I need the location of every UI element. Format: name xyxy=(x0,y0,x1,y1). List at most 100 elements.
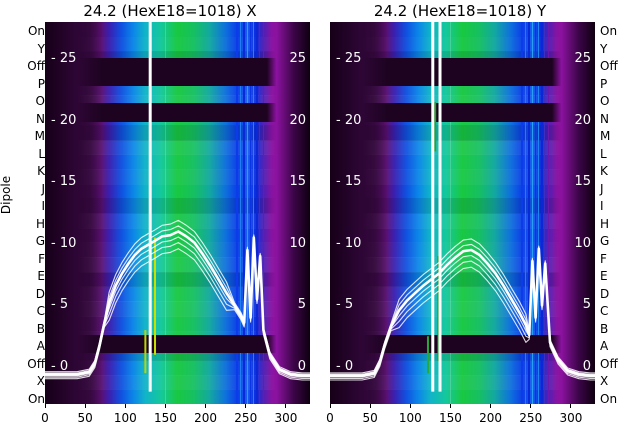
heatmap-stripe xyxy=(252,22,254,404)
y-letter-label: A xyxy=(600,339,609,354)
x-tick-label: 0 xyxy=(41,411,49,425)
y-letter-label: F xyxy=(38,251,45,266)
trace-layer xyxy=(45,22,310,392)
y-inner-tick-left: - 5 xyxy=(51,297,69,313)
x-tick-mark xyxy=(164,404,166,408)
y-letter-label: C xyxy=(36,304,45,319)
heatmap-left-edge xyxy=(330,22,388,404)
y-inner-tick-left: - 0 xyxy=(51,359,69,375)
y-letter-label: H xyxy=(35,216,45,231)
y-letter-label: X xyxy=(600,374,609,389)
panel-title-y: 24.2 (HexE18=1018) Y xyxy=(373,2,547,20)
x-tick: 50 xyxy=(350,404,390,425)
y-inner-tick-right: 25 xyxy=(289,50,306,66)
heatmap-stripe xyxy=(531,22,533,404)
panel-x[interactable]: - 0 0 - 5 5 - 10 10 - 15 15 - 20 20 - 25 25 xyxy=(45,22,310,404)
y-inner-tick-right: 0 xyxy=(582,359,591,375)
y-letter-label: P xyxy=(37,76,45,91)
y-letter-label: F xyxy=(600,251,607,266)
y-inner-tick-right: 25 xyxy=(574,50,591,66)
x-tick: 0 xyxy=(25,404,65,425)
heatmap-stripe xyxy=(249,22,252,404)
heatmap-stripe xyxy=(537,22,539,404)
y-inner-tick-right: 15 xyxy=(574,174,591,190)
heatmap-stripe xyxy=(259,22,261,404)
y-letter-label: Off xyxy=(27,59,45,74)
y-inner-tick-left: - 15 xyxy=(51,174,77,190)
y-letter-label: K xyxy=(37,164,45,179)
heatmap-stripe xyxy=(164,22,166,404)
y-letter-label: On xyxy=(600,24,618,38)
x-tick-mark xyxy=(409,404,411,408)
x-tick: 200 xyxy=(186,404,226,425)
trace-line xyxy=(45,241,310,381)
x-tick: 200 xyxy=(471,404,511,425)
heatmap-stripe xyxy=(547,22,550,404)
y-letter-label: G xyxy=(600,234,610,249)
x-tick-label: 100 xyxy=(113,411,137,425)
y-letter-label: D xyxy=(600,286,610,301)
y-letter-label: Off xyxy=(600,356,618,371)
heatmap-dark-band xyxy=(45,334,310,354)
heatmap-stripe xyxy=(262,22,265,404)
y-inner-tick-left: - 20 xyxy=(336,112,362,128)
x-tick-mark xyxy=(530,404,532,408)
y-letter-label: P xyxy=(600,76,608,91)
x-tick-mark xyxy=(285,404,287,408)
x-tick-label: 300 xyxy=(559,411,583,425)
x-axis-right: 0 50 100 150 200 250 300 xyxy=(326,404,595,438)
heatmap-stripe xyxy=(521,22,523,404)
y-inner-tick-left: - 10 xyxy=(51,235,77,251)
y-inner-tick-left: - 25 xyxy=(51,50,77,66)
y-letter-label: X xyxy=(36,374,45,389)
y-inner-tick-right: 5 xyxy=(582,297,591,313)
y-axis-letters-left: On Y Off P O N M L K J I H G F E D C B A Off X On xyxy=(5,22,45,406)
y-letter-label: On xyxy=(27,392,45,406)
y-inner-tick-left: - 15 xyxy=(336,174,362,190)
y-letter-label: I xyxy=(41,199,45,214)
trace-line xyxy=(330,252,595,381)
y-inner-tick-left: - 0 xyxy=(336,359,354,375)
y-letter-label: K xyxy=(600,164,608,179)
x-tick-mark xyxy=(245,404,247,408)
x-tick-label: 50 xyxy=(362,411,378,425)
y-letter-label: J xyxy=(41,181,45,196)
y-letter-label: Off xyxy=(600,59,618,74)
y-letter-label: J xyxy=(600,181,604,196)
x-tick: 0 xyxy=(310,404,350,425)
x-tick-label: 150 xyxy=(439,411,462,425)
y-letter-label: Y xyxy=(600,41,608,56)
y-inner-tick-right: 0 xyxy=(297,359,306,375)
y-inner-tick-right: 5 xyxy=(297,297,306,313)
y-letter-label: A xyxy=(36,339,45,354)
y-letter-label: D xyxy=(35,286,45,301)
trace-line xyxy=(45,239,310,379)
plot-area-x[interactable]: - 0 0 - 5 5 - 10 10 - 15 15 - 20 20 - 25 25 xyxy=(45,22,310,404)
y-inner-tick-left: - 10 xyxy=(336,235,362,251)
plot-area-y[interactable]: - 0 0 - 5 5 - 10 10 - 15 15 - 20 20 - 25 25 xyxy=(330,22,595,404)
x-tick-label: 200 xyxy=(194,411,218,425)
y-letter-label: M xyxy=(34,129,45,144)
y-letter-label: H xyxy=(600,216,610,231)
x-tick-mark xyxy=(329,404,331,408)
panel-y[interactable]: - 0 0 - 5 5 - 10 10 - 15 15 - 20 20 - 25 25 xyxy=(330,22,595,404)
x-tick: 150 xyxy=(430,404,470,425)
trace-layer xyxy=(330,22,595,392)
x-tick: 300 xyxy=(266,404,306,425)
y-letter-label: Y xyxy=(37,41,45,56)
y-letter-label: B xyxy=(600,321,609,336)
x-tick-label: 0 xyxy=(326,411,334,425)
y-letter-label: M xyxy=(600,129,611,144)
y-axis-letters-right: On Y Off P O N M L K J I H G F E D C B A Off X On xyxy=(600,22,640,406)
y-inner-tick-left: - 5 xyxy=(336,297,354,313)
y-letter-label: On xyxy=(27,24,45,38)
heatmap-stripe xyxy=(449,22,451,404)
x-tick-label: 200 xyxy=(479,411,503,425)
heatmap-stripe xyxy=(528,22,530,404)
y-inner-tick-right: 20 xyxy=(289,112,306,128)
x-tick-label: 50 xyxy=(77,411,93,425)
y-letter-label: L xyxy=(38,146,45,161)
x-tick: 50 xyxy=(65,404,105,425)
x-tick-label: 250 xyxy=(519,411,543,425)
